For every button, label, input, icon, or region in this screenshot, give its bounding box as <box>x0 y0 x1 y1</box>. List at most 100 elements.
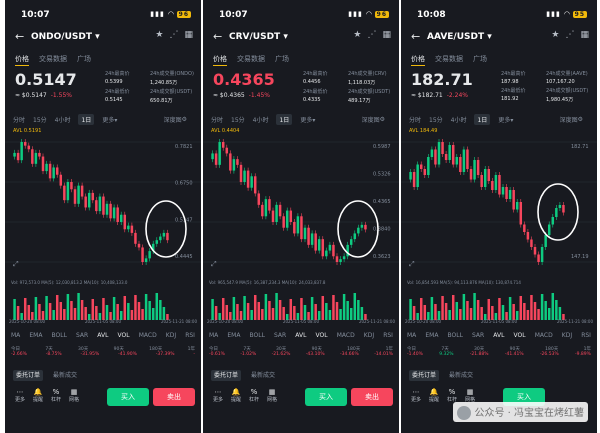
interval-2[interactable]: 4小时 <box>450 117 467 124</box>
tab-latest-trades[interactable]: 最新成交 <box>53 372 78 379</box>
indicator-ma[interactable]: MA <box>407 332 417 339</box>
indicator-avl[interactable]: AVL <box>97 332 109 339</box>
interval-3[interactable]: 1日 <box>276 114 293 125</box>
interval-1[interactable]: 15分 <box>429 117 443 124</box>
nav-item-1[interactable]: 🔔 提醒 <box>29 388 47 403</box>
interval-1[interactable]: 15分 <box>231 117 245 124</box>
candlestick-chart[interactable]: 182.71 147.19 ⤢ <box>401 134 597 274</box>
indicator-sar[interactable]: SAR <box>274 332 287 339</box>
nav-item-2[interactable]: % 杠杆 <box>47 388 65 403</box>
share-icon[interactable]: ⋰ <box>169 30 179 40</box>
tab-price[interactable]: 价格 <box>15 55 29 66</box>
tab-latest-trades[interactable]: 最新成交 <box>251 372 276 379</box>
indicator-ma[interactable]: MA <box>209 332 219 339</box>
indicator-vol[interactable]: VOL <box>513 332 526 339</box>
indicator-kdj[interactable]: KDJ <box>363 332 375 339</box>
tab-price[interactable]: 价格 <box>411 55 425 66</box>
star-icon[interactable]: ★ <box>551 30 560 40</box>
tab-trade-data[interactable]: 交易数据 <box>237 55 265 63</box>
indicator-boll[interactable]: BOLL <box>447 332 463 339</box>
interval-3[interactable]: 1日 <box>78 114 95 125</box>
interval-0[interactable]: 分时 <box>409 117 422 124</box>
indicator-ma[interactable]: MA <box>11 332 21 339</box>
buy-button[interactable]: 买入 <box>503 388 545 406</box>
pair-selector[interactable]: ONDO/USDT ▾ <box>31 32 100 42</box>
interval-0[interactable]: 分时 <box>211 117 224 124</box>
nav-item-2[interactable]: % 杠杆 <box>443 388 461 403</box>
back-arrow-icon[interactable]: ← <box>213 30 223 43</box>
indicator-sar[interactable]: SAR <box>76 332 89 339</box>
interval-2[interactable]: 4小时 <box>54 117 71 124</box>
chart-settings-icon[interactable]: ⚙ <box>181 116 187 123</box>
grid-icon[interactable]: ▦ <box>184 30 193 40</box>
tab-orders[interactable]: 委托订单 <box>409 370 440 381</box>
interval-2[interactable]: 4小时 <box>252 117 269 124</box>
indicator-macd[interactable]: MACD <box>138 332 157 339</box>
candle <box>498 175 501 195</box>
indicator-avl[interactable]: AVL <box>295 332 307 339</box>
star-icon[interactable]: ★ <box>155 30 164 40</box>
interval-5[interactable]: 深度图 <box>361 117 380 124</box>
nav-item-1[interactable]: 🔔 提醒 <box>227 388 245 403</box>
candlestick-chart[interactable]: 0.5987 0.5326 0.4365 0.3840 0.3623 ⤢ <box>203 134 399 274</box>
interval-4[interactable]: 更多▾ <box>102 117 118 124</box>
indicator-boll[interactable]: BOLL <box>51 332 67 339</box>
interval-0[interactable]: 分时 <box>13 117 26 124</box>
tab-latest-trades[interactable]: 最新成交 <box>449 372 474 379</box>
indicator-macd[interactable]: MACD <box>336 332 355 339</box>
candlestick-chart[interactable]: 0.7821 0.6750 0.5147 0.4445 ⤢ <box>5 134 201 274</box>
back-arrow-icon[interactable]: ← <box>411 30 421 43</box>
share-icon[interactable]: ⋰ <box>565 30 575 40</box>
indicator-avl[interactable]: AVL <box>493 332 505 339</box>
nav-item-3[interactable]: ▦ 网格 <box>461 388 479 403</box>
nav-item-0[interactable]: ⋯ 更多 <box>407 388 425 403</box>
indicator-rsi[interactable]: RSI <box>185 332 195 339</box>
interval-1[interactable]: 15分 <box>33 117 47 124</box>
pair-selector[interactable]: CRV/USDT ▾ <box>229 32 288 42</box>
share-icon[interactable]: ⋰ <box>367 30 377 40</box>
nav-item-0[interactable]: ⋯ 更多 <box>11 388 29 403</box>
indicator-ema[interactable]: EMA <box>425 332 439 339</box>
star-icon[interactable]: ★ <box>353 30 362 40</box>
grid-icon[interactable]: ▦ <box>382 30 391 40</box>
tab-orders[interactable]: 委托订单 <box>211 370 242 381</box>
tab-square[interactable]: 广场 <box>275 55 289 63</box>
back-arrow-icon[interactable]: ← <box>15 30 25 43</box>
indicator-boll[interactable]: BOLL <box>249 332 265 339</box>
indicator-macd[interactable]: MACD <box>534 332 553 339</box>
sell-button[interactable]: 卖出 <box>153 388 195 406</box>
indicator-rsi[interactable]: RSI <box>383 332 393 339</box>
indicator-kdj[interactable]: KDJ <box>561 332 573 339</box>
chart-settings-icon[interactable]: ⚙ <box>577 116 583 123</box>
nav-item-3[interactable]: ▦ 网格 <box>65 388 83 403</box>
interval-5[interactable]: 深度图 <box>559 117 578 124</box>
indicator-vol[interactable]: VOL <box>117 332 130 339</box>
buy-button[interactable]: 买入 <box>107 388 149 406</box>
indicator-vol[interactable]: VOL <box>315 332 328 339</box>
tab-orders[interactable]: 委托订单 <box>13 370 44 381</box>
indicator-sar[interactable]: SAR <box>472 332 485 339</box>
indicator-kdj[interactable]: KDJ <box>165 332 177 339</box>
chart-settings-icon[interactable]: ⚙ <box>379 116 385 123</box>
nav-item-1[interactable]: 🔔 提醒 <box>425 388 443 403</box>
interval-4[interactable]: 更多▾ <box>300 117 316 124</box>
grid-icon[interactable]: ▦ <box>580 30 589 40</box>
pair-selector[interactable]: AAVE/USDT ▾ <box>427 32 492 42</box>
indicator-ema[interactable]: EMA <box>227 332 241 339</box>
tab-square[interactable]: 广场 <box>77 55 91 63</box>
tab-trade-data[interactable]: 交易数据 <box>39 55 67 63</box>
candle <box>494 175 498 190</box>
indicator-ema[interactable]: EMA <box>29 332 43 339</box>
nav-item-0[interactable]: ⋯ 更多 <box>209 388 227 403</box>
tab-trade-data[interactable]: 交易数据 <box>435 55 463 63</box>
nav-item-2[interactable]: % 杠杆 <box>245 388 263 403</box>
tab-square[interactable]: 广场 <box>473 55 487 63</box>
interval-5[interactable]: 深度图 <box>163 117 182 124</box>
interval-3[interactable]: 1日 <box>474 114 491 125</box>
buy-button[interactable]: 买入 <box>305 388 347 406</box>
sell-button[interactable]: 卖出 <box>351 388 393 406</box>
nav-item-3[interactable]: ▦ 网格 <box>263 388 281 403</box>
tab-price[interactable]: 价格 <box>213 55 227 66</box>
indicator-rsi[interactable]: RSI <box>581 332 591 339</box>
interval-4[interactable]: 更多▾ <box>498 117 514 124</box>
